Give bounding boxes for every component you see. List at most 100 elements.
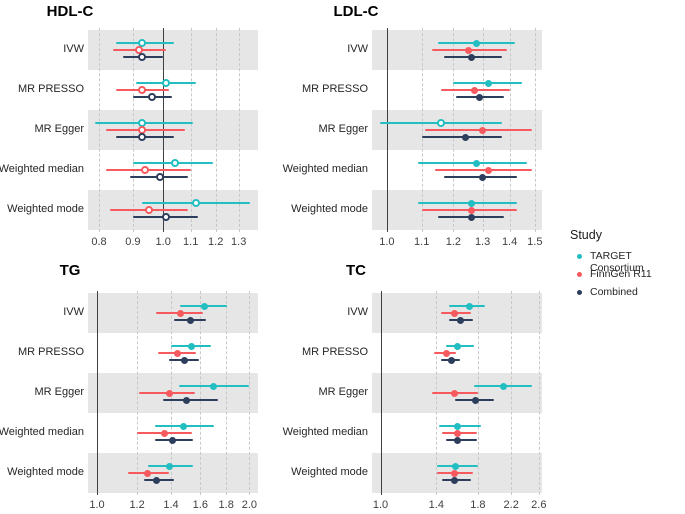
method-label: IVW [63, 43, 84, 55]
plot-area-hdlc: 0.8 0.9 1.0 1.1 1.2 1.3 [88, 28, 258, 248]
or-marker [152, 476, 160, 484]
or-marker [453, 429, 461, 437]
or-marker [141, 166, 150, 174]
or-marker [200, 302, 208, 310]
method-label: IVW [63, 306, 84, 318]
ci-line [445, 439, 477, 441]
or-marker [456, 316, 464, 324]
method-label: Weighted mode [291, 203, 368, 215]
gridline [534, 28, 536, 232]
or-marker [443, 349, 451, 357]
or-marker [484, 79, 492, 87]
axis-tick-label: 0.9 [125, 236, 141, 248]
method-label: MR PRESSO [17, 83, 84, 95]
or-marker [191, 199, 200, 207]
or-marker [188, 342, 196, 350]
or-marker [450, 476, 458, 484]
or-marker [165, 462, 173, 470]
axis-tick-label: 1.2 [445, 236, 462, 248]
or-marker [484, 166, 492, 174]
or-marker [500, 382, 507, 390]
or-marker [138, 86, 147, 94]
or-marker [161, 429, 169, 437]
or-marker [138, 53, 147, 61]
ci-line [434, 169, 533, 171]
or-marker [138, 39, 147, 47]
axis-tick-label: 1.3 [474, 236, 491, 248]
method-label: IVW [347, 43, 368, 55]
or-marker [169, 436, 176, 444]
method-label: MR Egger [318, 123, 368, 135]
plot-area-tg: 1.0 1.2 1.4 1.6 1.8 2.0 [88, 291, 258, 511]
axis-tick-label: 1.4 [163, 499, 179, 511]
panel-title-ldlc: LDL-C [333, 3, 379, 20]
gridline [200, 291, 202, 495]
method-label: Weighted median [0, 426, 84, 438]
or-marker [162, 213, 171, 221]
axis-tick-label: 2.2 [503, 499, 519, 511]
or-marker [144, 469, 152, 477]
legend-item-label: Combined [590, 285, 638, 298]
reference-line [386, 28, 388, 232]
method-label: Weighted mode [7, 466, 84, 478]
gridline [215, 28, 217, 232]
gridline [190, 28, 192, 232]
or-marker [451, 462, 459, 470]
method-label: IVW [347, 306, 368, 318]
or-marker [453, 436, 461, 444]
plot-area-tc: 1.0 1.4 1.8 2.2 2.6 [372, 291, 546, 511]
method-label: Weighted median [282, 163, 368, 175]
or-marker [165, 389, 173, 397]
panel-title-tc: TC [346, 262, 366, 279]
axis-tick-label: 2.0 [241, 499, 258, 511]
method-label: MR Egger [34, 386, 84, 398]
or-marker [450, 469, 458, 477]
panel-title-tg: TG [59, 262, 81, 279]
plot-area-ldlc: 1.0 1.1 1.2 1.3 1.4 1.5 [372, 28, 542, 248]
axis-tick-label: 1.0 [379, 236, 395, 248]
or-marker [470, 86, 478, 94]
or-marker [453, 422, 461, 430]
method-label: Weighted median [282, 426, 368, 438]
legend-dot-icon [577, 289, 582, 295]
reference-line [97, 291, 98, 495]
or-marker [447, 356, 455, 364]
axis-tick-label: 1.8 [218, 499, 234, 511]
or-marker [464, 46, 472, 54]
or-marker [465, 302, 473, 310]
or-marker [467, 53, 475, 61]
or-marker [450, 309, 458, 317]
or-marker [471, 396, 479, 404]
or-marker [138, 133, 147, 141]
method-label: Weighted median [0, 163, 84, 175]
axis-tick-label: 1.8 [470, 499, 486, 511]
stripe-band [88, 453, 258, 493]
or-marker [453, 342, 461, 350]
method-label: MR PRESSO [17, 346, 84, 358]
or-marker [170, 159, 179, 167]
gridline [99, 28, 100, 232]
axis-tick-label: 1.5 [527, 236, 543, 248]
ci-line [421, 136, 502, 138]
axis-tick-label: 1.3 [231, 236, 247, 248]
or-marker [182, 396, 190, 404]
or-marker [210, 382, 218, 390]
gridline [226, 291, 228, 495]
or-marker [437, 119, 445, 127]
legend-dot-icon [577, 253, 582, 259]
or-marker [144, 206, 153, 214]
method-label: Weighted mode [291, 466, 368, 478]
legend-dot-icon [577, 271, 582, 277]
axis-tick-label: 1.0 [155, 236, 171, 248]
axis-tick-label: 1.4 [428, 499, 444, 511]
axis-tick-label: 1.1 [414, 236, 430, 248]
or-marker [479, 126, 487, 134]
or-marker [479, 173, 487, 181]
axis-tick-label: 2.6 [531, 499, 547, 511]
or-marker [179, 422, 187, 430]
axis-tick-label: 1.2 [129, 499, 145, 511]
axis-tick-label: 1.1 [183, 236, 199, 248]
gridline [511, 291, 513, 495]
gridline [477, 291, 479, 495]
